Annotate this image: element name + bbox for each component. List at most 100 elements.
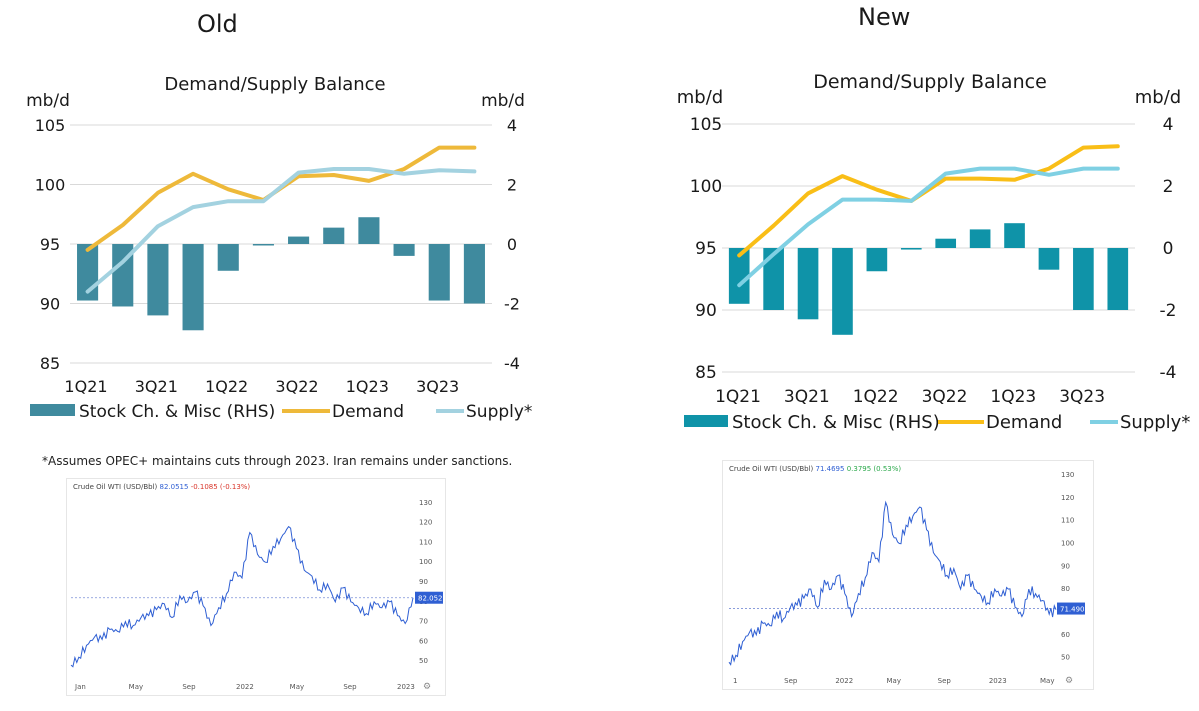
y-tick-left: 90 — [40, 295, 60, 314]
wti-x-tick: May — [1040, 677, 1054, 685]
y-tick-right: 2 — [1163, 177, 1174, 197]
last-price-label: 71.490 — [1060, 606, 1085, 614]
legend-label-supply: Supply* — [466, 402, 532, 422]
wti-x-tick: May — [887, 677, 901, 685]
wti-x-tick: 1 — [733, 677, 737, 685]
line-demand — [85, 145, 477, 252]
x-tick-label: 3Q21 — [135, 377, 178, 396]
wti-y-tick: 110 — [419, 538, 432, 546]
wti-y-tick: 60 — [1061, 631, 1070, 639]
new-panel-title: New — [858, 3, 911, 31]
old-panel-title: Old — [197, 10, 238, 38]
y-tick-right: -4 — [1160, 363, 1177, 383]
settings-icon: ⚙ — [423, 682, 431, 692]
wti-y-tick: 120 — [1061, 494, 1074, 502]
chart-title: Demand/Supply Balance — [813, 71, 1047, 93]
x-tick-label: 1Q21 — [64, 377, 107, 396]
x-tick-label: 3Q23 — [416, 377, 459, 396]
wti-price: 71.4695 — [815, 465, 845, 473]
wti-change: -0.1085 (-0.13%) — [190, 483, 251, 491]
bar-stock-change — [935, 238, 957, 248]
bar-stock-change — [969, 229, 991, 248]
y-tick-left: 105 — [690, 115, 722, 135]
wti-y-tick: 50 — [1061, 654, 1070, 662]
wti-x-tick: Sep — [938, 677, 952, 685]
y-tick-right: -4 — [504, 354, 520, 373]
bar-stock-change — [112, 244, 134, 307]
bar-stock-change — [252, 244, 274, 246]
wti-y-tick: 100 — [419, 558, 432, 566]
bar-stock-change — [832, 248, 853, 335]
legend-label-demand: Demand — [986, 412, 1062, 433]
bar-stock-change — [358, 217, 380, 244]
last-price-badge — [1057, 602, 1085, 615]
wti-header-old: Crude Oil WTI (USD/Bbl) 82.0515 -0.1085 … — [73, 483, 250, 491]
y-tick-right: 4 — [507, 116, 517, 135]
y-tick-right: 0 — [507, 235, 517, 254]
wti-y-tick: 130 — [419, 499, 432, 507]
wti-y-tick: 70 — [419, 618, 428, 626]
wti-change: 0.3795 (0.53%) — [846, 465, 902, 473]
wti-y-tick: 120 — [419, 519, 432, 527]
y-tick-right: -2 — [1160, 301, 1177, 321]
y-tick-left: 90 — [695, 301, 717, 321]
wti-plot-old: 130120110100908070605082.052JanMaySep202… — [70, 499, 443, 692]
y-axis-label-right: mb/d — [481, 91, 525, 111]
bar-stock-change — [797, 248, 819, 320]
wti-x-tick: 2022 — [236, 683, 254, 691]
wti-x-tick: Sep — [182, 683, 196, 691]
last-price-badge — [415, 591, 443, 604]
wti-x-tick: 2023 — [989, 677, 1007, 685]
line-supply — [737, 166, 1120, 288]
legend-swatch-stock — [684, 415, 728, 427]
y-tick-left: 95 — [695, 239, 717, 259]
y-tick-left: 100 — [690, 177, 722, 197]
y-axis-label-right: mb/d — [1135, 87, 1181, 108]
chart-old: Demand/Supply Balance mb/d mb/d 105 100 95 90 8… — [26, 74, 532, 422]
wti-y-tick: 90 — [1061, 562, 1070, 570]
wti-y-tick: 110 — [1061, 517, 1074, 525]
y-tick-left: 85 — [40, 354, 60, 373]
wti-header-new: Crude Oil WTI (USD/Bbl) 71.4695 0.3795 (… — [729, 465, 901, 473]
wti-price: 82.0515 — [159, 483, 189, 491]
y-axis-label-left: mb/d — [677, 87, 723, 108]
legend-label-stock: Stock Ch. & Misc (RHS) — [79, 402, 275, 422]
bar-stock-change — [1073, 248, 1094, 310]
legend-label-demand: Demand — [332, 402, 404, 422]
wti-x-tick: May — [129, 683, 143, 691]
wti-price-line — [70, 525, 414, 668]
x-tick-label: 1Q21 — [715, 387, 761, 407]
x-tick-label: 1Q22 — [853, 387, 899, 407]
wti-x-tick: 2022 — [835, 677, 853, 685]
wti-price-line — [728, 500, 1057, 666]
bar-stock-change — [1038, 248, 1060, 270]
wti-y-tick: 80 — [1061, 585, 1070, 593]
wti-x-tick: 2023 — [397, 683, 415, 691]
bar-stock-change — [323, 227, 345, 244]
bar-stock-change — [147, 244, 169, 316]
legend-label-supply: Supply* — [1120, 412, 1190, 433]
x-tick-label: 1Q23 — [990, 387, 1036, 407]
chart-new: Demand/Supply Balance mb/d mb/d 105 100 95 90 8… — [677, 71, 1191, 433]
y-tick-left: 85 — [695, 363, 717, 383]
wti-name: Crude Oil WTI (USD/Bbl) — [73, 483, 158, 491]
y-tick-right: -2 — [504, 295, 520, 314]
x-tick-label: 1Q22 — [205, 377, 248, 396]
wti-chart-old: Crude Oil WTI (USD/Bbl) 82.0515 -0.1085 … — [66, 478, 446, 696]
y-tick-right: 0 — [1163, 239, 1174, 259]
wti-y-tick: 130 — [1061, 471, 1074, 479]
wti-y-tick: 60 — [419, 637, 428, 645]
wti-y-tick: 50 — [419, 657, 428, 665]
line-supply — [85, 167, 477, 294]
wti-name: Crude Oil WTI (USD/Bbl) — [729, 465, 814, 473]
bar-stock-change — [463, 244, 485, 304]
bar-stock-change — [763, 248, 784, 310]
footnote: *Assumes OPEC+ maintains cuts through 20… — [42, 454, 513, 468]
legend-swatch-stock — [30, 404, 75, 416]
last-price-label: 82.052 — [418, 595, 443, 603]
y-tick-left: 100 — [35, 176, 66, 195]
wti-x-tick: Sep — [784, 677, 798, 685]
bar-stock-change — [1004, 223, 1025, 248]
chart-title: Demand/Supply Balance — [164, 74, 385, 95]
